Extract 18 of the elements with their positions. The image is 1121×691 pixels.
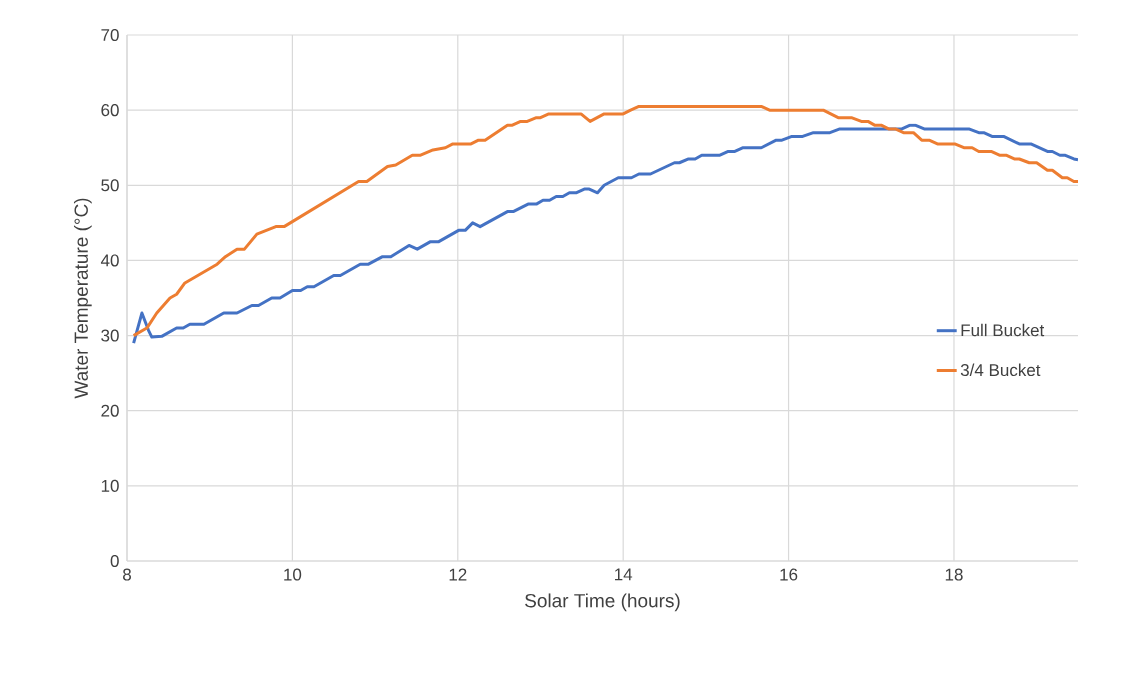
x-tick-label: 14: [615, 568, 633, 581]
y-tick-label: 0: [110, 554, 119, 568]
y-tick-label: 40: [100, 254, 119, 267]
y-tick-label: 60: [101, 104, 119, 117]
x-tick-label: 10: [284, 568, 302, 581]
x-tick-label: 12: [449, 568, 467, 581]
y-tick-label: 50: [101, 179, 119, 192]
y-tick-label: 70: [101, 28, 119, 42]
y-tick-label: 20: [101, 404, 119, 417]
y-tick-label: 10: [101, 479, 119, 492]
x-tick-label: 16: [780, 568, 798, 581]
y-tick-label: 30: [101, 329, 119, 342]
legend-label: Full Bucket: [961, 323, 1045, 337]
x-tick-label: 8: [123, 568, 131, 581]
y-axis-title: Water Temperature (°C): [73, 198, 92, 399]
legend-label: 3/4 Bucket: [960, 363, 1041, 377]
x-axis-title: Solar Time (hours): [525, 593, 680, 612]
x-tick-label: 18: [945, 568, 963, 581]
